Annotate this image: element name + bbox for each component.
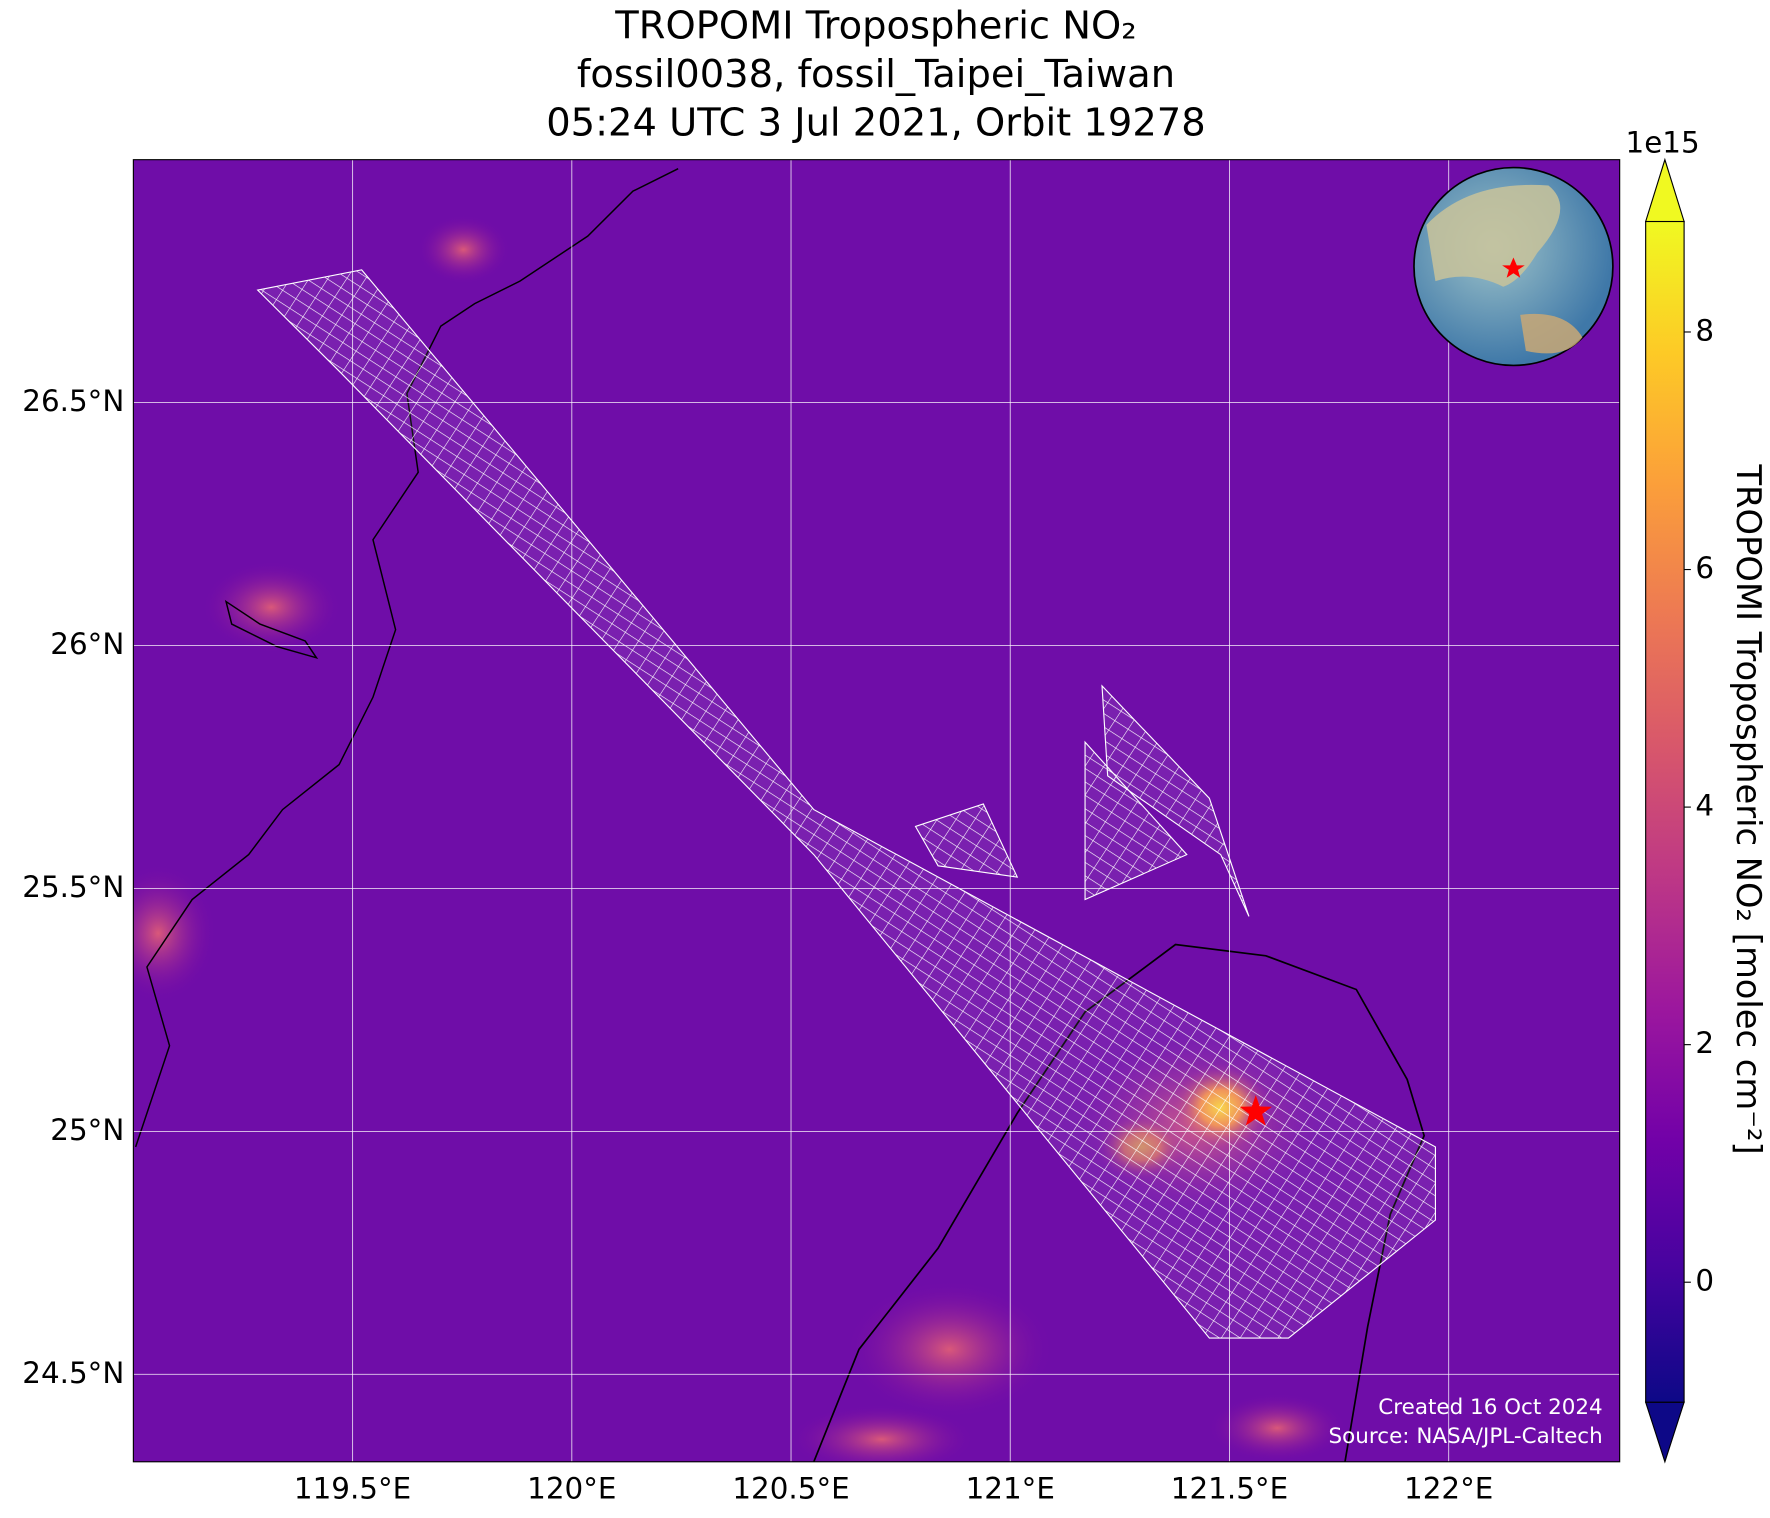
map-frame [132,159,1621,1463]
colorbar-tick-label: 4 [1695,789,1714,823]
colorbar-tick-label: 6 [1695,551,1714,585]
x-tick-label: 119.5°E [294,1471,411,1505]
colorbar-tick-label: 8 [1695,314,1714,348]
chart-title: fossil0038, fossil_Taipei_Taiwan [577,52,1175,97]
credit: Source: NASA/JPL-Caltech [1329,1424,1603,1449]
colorbar-extend-bottom [1644,1401,1685,1464]
marks [1239,1095,1272,1126]
x-tick-label: 120.5°E [732,1471,849,1505]
colorbar-body [1645,220,1685,1403]
map-background [133,159,1620,1462]
y-tick-label: 26.5°N [22,384,124,418]
grid [133,159,1620,1462]
y-tick-label: 25°N [50,1113,124,1147]
colorbar: 0 2 4 6 8 1e15 TROPOMI Tropospheric NO₂ [molec… [1626,125,1768,1464]
x-tick-label: 121°E [966,1471,1055,1505]
x-tick-label: 120°E [527,1471,616,1505]
colorbar-tick-label: 2 [1695,1026,1714,1060]
chart-title: 05:24 UTC 3 Jul 2021, Orbit 19278 [546,100,1205,145]
x-tick-label: 122°E [1404,1471,1493,1505]
site-marker [1239,1095,1272,1126]
credit: Created 16 Oct 2024 [1378,1395,1602,1420]
colorbar-label: TROPOMI Tropospheric NO₂ [molec cm⁻²] [1729,464,1768,1155]
colorbar-tick-label: 0 [1695,1264,1714,1298]
colorbar-offset: 1e15 [1626,125,1700,159]
colorbar-extend-top [1644,157,1685,223]
x-tick-label: 121.5°E [1171,1471,1288,1505]
chart-title: TROPOMI Tropospheric NO₂ [614,4,1136,49]
y-tick-label: 24.5°N [22,1356,124,1390]
inset-globe [1413,166,1614,367]
y-tick-label: 25.5°N [22,870,124,904]
y-tick-label: 26°N [50,627,124,661]
